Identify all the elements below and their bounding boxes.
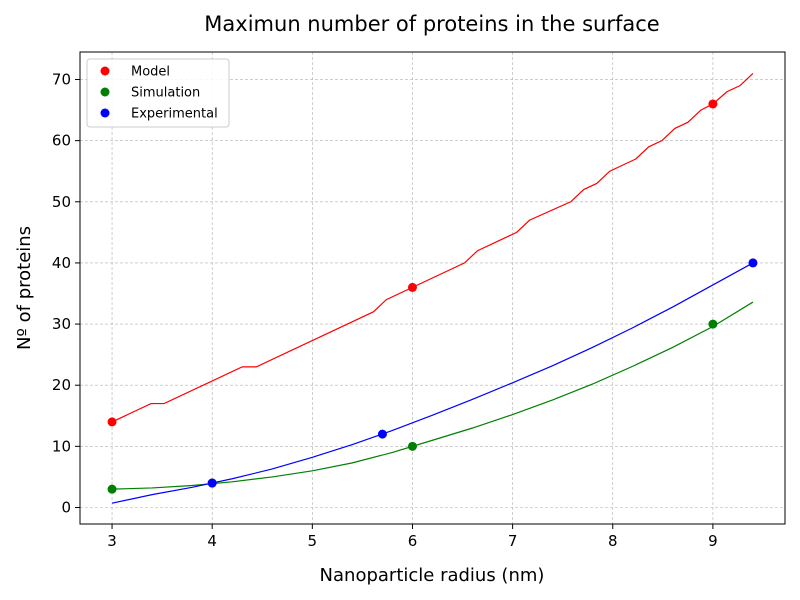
experimental-point (377, 429, 387, 439)
x-tick-label: 5 (308, 532, 318, 550)
chart-title: Maximun number of proteins in the surfac… (204, 12, 659, 36)
legend-marker-simulation (100, 87, 110, 97)
model-point (708, 99, 718, 109)
y-tick-label: 60 (52, 132, 71, 150)
y-tick-label: 70 (52, 71, 71, 89)
y-tick-label: 50 (52, 193, 71, 211)
x-tick-label: 3 (107, 532, 117, 550)
y-axis-label: Nº of proteins (14, 226, 35, 350)
model-curve (111, 72, 754, 423)
simulation-curve (112, 301, 754, 490)
legend-label-simulation: Simulation (131, 86, 200, 101)
x-tick-label: 7 (508, 532, 518, 550)
y-tick-label: 10 (52, 437, 71, 455)
x-tick-label: 9 (708, 532, 718, 550)
simulation-point (107, 484, 117, 494)
model-point (107, 417, 117, 427)
x-axis: 3 4 5 6 7 8 9 (107, 524, 718, 550)
legend-marker-model (100, 66, 110, 76)
experimental-point (748, 258, 758, 268)
y-tick-label: 0 (61, 498, 71, 516)
legend-marker-experimental (100, 108, 110, 118)
x-tick-label: 6 (408, 532, 418, 550)
x-tick-label: 4 (207, 532, 217, 550)
model-point (407, 282, 417, 292)
simulation-point (708, 319, 718, 329)
experimental-point (207, 478, 217, 488)
fit-curves (111, 72, 754, 504)
legend: Model Simulation Experimental (86, 58, 230, 128)
legend-box (86, 58, 230, 128)
data-points (107, 99, 758, 494)
plot-frame (79, 51, 786, 525)
experimental-curve (111, 262, 754, 504)
legend-label-experimental: Experimental (131, 107, 218, 122)
y-axis: 0 10 20 30 40 50 60 70 (52, 71, 80, 516)
legend-label-model: Model (131, 65, 170, 80)
simulation-point (407, 441, 417, 451)
y-tick-label: 40 (52, 254, 71, 272)
x-tick-label: 8 (608, 532, 618, 550)
y-tick-label: 30 (52, 315, 71, 333)
y-tick-label: 20 (52, 376, 71, 394)
x-axis-label: Nanoparticle radius (nm) (320, 565, 545, 586)
